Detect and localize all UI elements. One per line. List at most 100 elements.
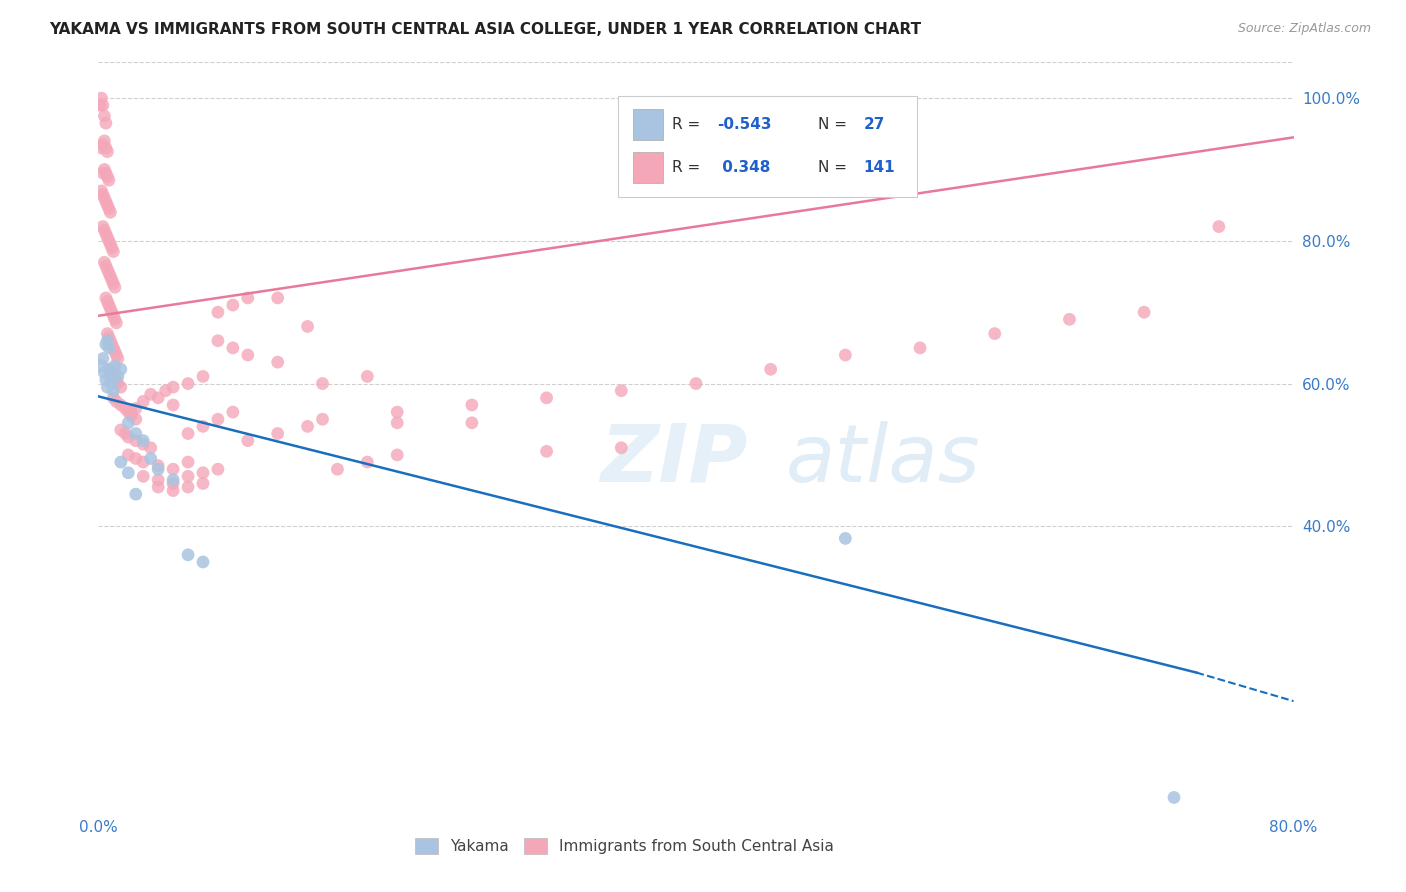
Point (105, 348, 128, 362)
Point (110, 398, 132, 412)
Point (236, 348, 259, 362)
Point (93, 191, 115, 205)
Point (103, 384, 125, 398)
Text: atlas: atlas (786, 420, 980, 499)
Point (1163, 790, 1185, 805)
Point (104, 280, 127, 294)
Point (222, 298, 245, 312)
Point (177, 469, 200, 483)
Point (125, 451, 148, 466)
Point (97, 234, 120, 248)
Text: Source: ZipAtlas.com: Source: ZipAtlas.com (1237, 22, 1371, 36)
FancyBboxPatch shape (619, 96, 917, 197)
Point (107, 351, 129, 366)
Point (97, 173, 120, 187)
Point (139, 451, 162, 466)
Text: 0.348: 0.348 (717, 160, 770, 175)
Point (155, 384, 177, 398)
Point (94, 166, 117, 180)
Point (132, 434, 155, 448)
Point (610, 384, 633, 398)
Legend: Yakama, Immigrants from South Central Asia: Yakama, Immigrants from South Central As… (409, 832, 839, 860)
Point (98, 369, 122, 384)
Point (461, 416, 484, 430)
Point (107, 376, 129, 391)
Point (148, 473, 170, 487)
Point (105, 394, 128, 409)
Text: ZIP: ZIP (600, 420, 748, 499)
Point (94, 227, 117, 241)
Point (207, 412, 229, 426)
Point (93, 109, 115, 123)
Bar (633, 152, 662, 183)
Point (125, 426, 148, 441)
Text: R =: R = (672, 117, 706, 132)
Point (101, 366, 124, 380)
Point (385, 416, 409, 430)
Point (98, 205, 122, 219)
Point (148, 458, 170, 473)
Point (162, 380, 184, 394)
Point (177, 548, 200, 562)
Point (101, 376, 124, 391)
Point (94, 259, 117, 273)
Point (110, 455, 132, 469)
Point (97, 330, 120, 344)
Point (97, 341, 120, 355)
Point (98, 301, 122, 316)
Point (536, 391, 558, 405)
Point (96, 294, 118, 309)
Point (461, 398, 484, 412)
Point (90, 359, 112, 373)
Point (103, 391, 125, 405)
Point (97, 202, 120, 216)
Point (104, 359, 127, 373)
Point (536, 444, 558, 458)
Point (94, 291, 117, 305)
Point (236, 434, 259, 448)
Text: 27: 27 (863, 117, 884, 132)
Point (97, 298, 120, 312)
Point (91, 219, 114, 234)
Point (207, 334, 229, 348)
Point (101, 241, 124, 255)
Point (132, 437, 155, 451)
Point (96, 334, 118, 348)
Point (105, 316, 128, 330)
Point (148, 462, 170, 476)
Point (94, 337, 117, 351)
Point (162, 483, 184, 498)
Point (110, 380, 132, 394)
Point (685, 376, 707, 391)
Point (114, 426, 136, 441)
Point (98, 334, 122, 348)
Point (222, 341, 245, 355)
Point (385, 448, 409, 462)
Text: 141: 141 (863, 160, 894, 175)
Point (177, 376, 200, 391)
Point (311, 376, 333, 391)
Point (1133, 305, 1156, 319)
Point (125, 487, 148, 501)
Point (311, 412, 333, 426)
Point (107, 369, 129, 384)
Point (93, 134, 115, 148)
Point (125, 401, 148, 416)
Point (103, 309, 125, 323)
Point (139, 441, 162, 455)
Point (908, 341, 931, 355)
Point (297, 319, 319, 334)
Point (90, 184, 112, 198)
Point (93, 366, 115, 380)
Point (103, 277, 125, 291)
Point (94, 373, 117, 387)
Bar (633, 109, 662, 140)
Point (96, 380, 118, 394)
Point (125, 434, 148, 448)
Point (104, 312, 127, 326)
Point (236, 291, 259, 305)
Point (834, 532, 856, 546)
Point (91, 166, 114, 180)
Point (120, 409, 142, 423)
Point (177, 480, 200, 494)
